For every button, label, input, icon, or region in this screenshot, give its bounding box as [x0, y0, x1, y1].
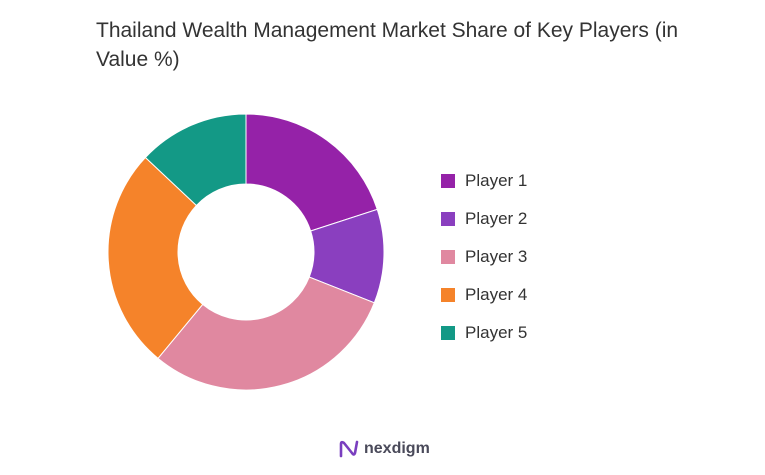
legend-swatch [441, 212, 455, 226]
legend-swatch [441, 250, 455, 264]
donut-slices [107, 113, 385, 391]
nexdigm-logo-icon [339, 440, 359, 458]
slice-player-3 [157, 276, 375, 391]
legend-swatch [441, 288, 455, 302]
chart-legend: Player 1 Player 2 Player 3 Player 4 Player 5 [441, 162, 527, 352]
brand-logo: nexdigm [338, 438, 430, 460]
legend-item-player-3: Player 3 [441, 238, 527, 276]
legend-label: Player 4 [465, 285, 528, 304]
legend-label: Player 1 [465, 171, 528, 190]
legend-item-player-5: Player 5 [441, 314, 527, 352]
legend-item-player-2: Player 2 [441, 200, 527, 238]
legend-item-player-4: Player 4 [441, 276, 527, 314]
legend-swatch [441, 174, 455, 188]
slice-player-1 [245, 113, 378, 232]
slice-player-4 [107, 156, 204, 360]
legend-swatch [441, 326, 455, 340]
slice-player-5 [144, 113, 247, 207]
chart-title: Thailand Wealth Management Market Share … [96, 19, 679, 71]
legend-label: Player 3 [465, 247, 528, 266]
legend-label: Player 2 [465, 209, 528, 228]
legend-label: Player 5 [465, 323, 528, 342]
legend-item-player-1: Player 1 [441, 162, 527, 200]
brand-name: nexdigm [364, 440, 430, 457]
